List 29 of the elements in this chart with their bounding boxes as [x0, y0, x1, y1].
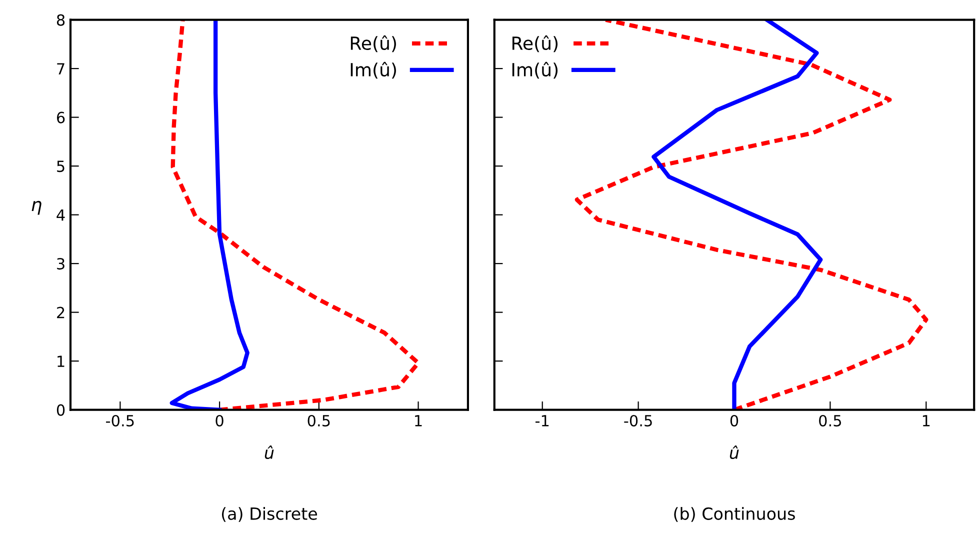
x-axis-title: û — [730, 445, 739, 460]
y-tick-label: 7 — [57, 63, 64, 74]
y-tick-label: 1 — [58, 356, 64, 367]
y-tick-label: 0 — [56, 404, 65, 416]
x-tick-label: 0.5 — [819, 414, 842, 426]
y-tick-label: 2 — [57, 306, 64, 318]
legend-label: Im(û) — [512, 62, 558, 79]
x-tick-label: 1 — [415, 415, 422, 426]
x-tick-label: 1 — [922, 415, 930, 426]
x-tick-label: -0.5 — [106, 414, 134, 426]
text: (b) Continuous — [674, 507, 795, 522]
legend-label: Re(û) — [512, 35, 558, 52]
line-series — [170, 20, 420, 410]
x-tick-label: -1 — [535, 415, 549, 426]
x-tick-label: -0.5 — [624, 414, 652, 426]
y-tick-label: 6 — [56, 112, 65, 124]
x-tick-label: 0.5 — [308, 414, 330, 426]
x-tick-label: 0 — [216, 414, 224, 426]
legend-label: Im(û) — [350, 62, 396, 79]
x-tick-label: 0 — [730, 414, 738, 426]
legend-label: Re(û) — [350, 35, 396, 52]
y-tick-label: 5 — [57, 160, 64, 172]
x-axis-title: û — [264, 445, 274, 460]
y-tick-label: 4 — [56, 209, 65, 221]
y-axis-title: η — [32, 200, 42, 215]
y-tick-label: 8 — [56, 14, 65, 26]
y-tick-label: 3 — [57, 258, 64, 270]
line-series — [170, 20, 250, 410]
text: (a) Discrete — [222, 507, 318, 522]
